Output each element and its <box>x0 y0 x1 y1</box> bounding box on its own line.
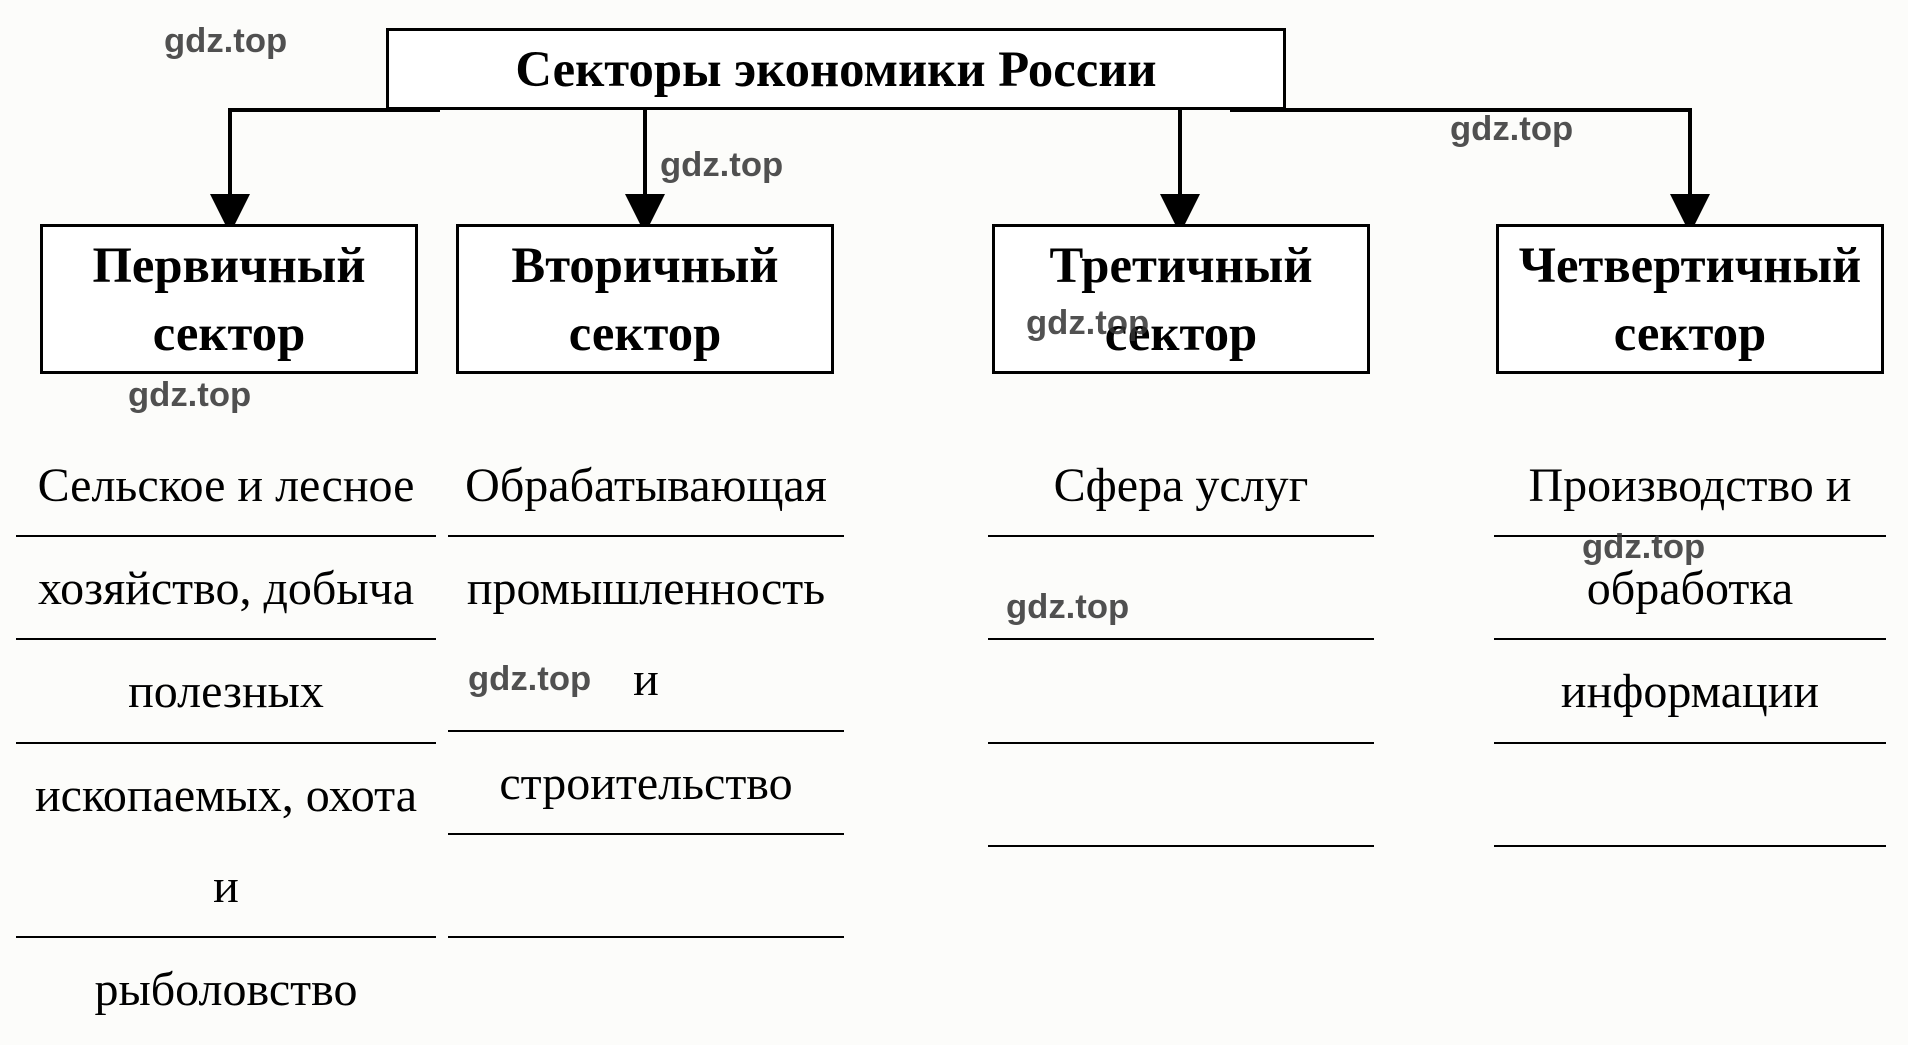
sector-title-line: сектор <box>92 299 365 367</box>
root-label: Секторы экономики России <box>515 40 1156 98</box>
sector-desc-primary: Сельское и лесноехозяйство, добычаполезн… <box>16 440 436 1045</box>
watermark: gdz.top <box>164 22 287 61</box>
desc-line: рыболовство <box>16 944 436 1039</box>
sector-title-line: Третичный <box>1049 231 1312 299</box>
watermark: gdz.top <box>128 376 251 415</box>
sector-box-quaternary: Четвертичныйсектор <box>1496 224 1884 374</box>
desc-line: ископаемых, охота и <box>16 750 436 938</box>
watermark: gdz.top <box>1450 110 1573 149</box>
sector-box-secondary: Вторичныйсектор <box>456 224 834 374</box>
desc-line: информации <box>1494 646 1886 743</box>
sector-title-line: Четвертичный <box>1519 231 1861 299</box>
desc-line: Производство и <box>1494 440 1886 537</box>
sector-title-line: Вторичный <box>511 231 778 299</box>
desc-line: строительство <box>448 738 844 835</box>
watermark: gdz.top <box>1006 588 1129 627</box>
desc-line-empty <box>988 646 1374 743</box>
desc-line: Обрабатывающая <box>448 440 844 537</box>
root-node: Секторы экономики России <box>386 28 1286 110</box>
desc-line: Сфера услуг <box>988 440 1374 537</box>
sector-title-line: сектор <box>1519 299 1861 367</box>
desc-line: промышленность и <box>448 543 844 731</box>
desc-line-empty <box>1494 750 1886 847</box>
watermark: gdz.top <box>660 146 783 185</box>
watermark: gdz.top <box>1026 304 1149 343</box>
sector-title-line: Первичный <box>92 231 365 299</box>
desc-line-empty <box>448 841 844 938</box>
watermark: gdz.top <box>1582 528 1705 567</box>
economy-sectors-diagram: Секторы экономики России Первичныйсектор… <box>20 20 1888 800</box>
sector-desc-quaternary: Производство иобработкаинформации <box>1494 440 1886 853</box>
desc-line: хозяйство, добыча <box>16 543 436 640</box>
watermark: gdz.top <box>468 660 591 699</box>
desc-line: Сельское и лесное <box>16 440 436 537</box>
desc-line-empty <box>988 750 1374 847</box>
sector-desc-tertiary: Сфера услуг <box>988 440 1374 853</box>
sector-box-tertiary: Третичныйсектор <box>992 224 1370 374</box>
sector-title-line: сектор <box>511 299 778 367</box>
desc-line: полезных <box>16 646 436 743</box>
sector-box-primary: Первичныйсектор <box>40 224 418 374</box>
connector-0 <box>230 110 440 214</box>
